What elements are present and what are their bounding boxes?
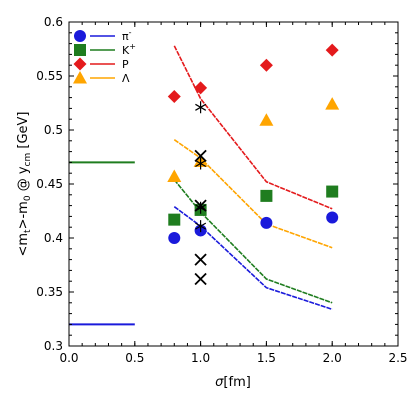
line-proton (173, 45, 333, 210)
model-lines (173, 45, 333, 311)
legend-marker-pi-minus (74, 30, 86, 42)
legend-marker-lambda (73, 71, 87, 84)
legend-marker-k-plus (74, 44, 86, 56)
line-pi-minus (173, 206, 333, 311)
x-tick-label: 2.5 (388, 351, 407, 365)
point-proton (167, 90, 181, 104)
point-k-plus (168, 213, 181, 226)
y-tick-label: 0.55 (36, 69, 63, 83)
x-axis-title: σ[fm] (215, 375, 251, 390)
point-proton (259, 58, 273, 72)
legend-marker-proton (73, 57, 87, 71)
y-axis-title: <mt>-m0 @ ycm [GeV] (16, 111, 33, 256)
legend-label-k-plus: K+ (122, 42, 136, 57)
x-tick-label: 0.5 (125, 351, 144, 365)
x-marker (194, 199, 207, 212)
point-pi-minus (326, 211, 339, 224)
y-tick-label: 0.3 (44, 339, 63, 353)
point-pi-minus (168, 232, 181, 244)
y-tick-label: 0.45 (36, 177, 63, 191)
x-marker (194, 253, 207, 266)
plot-frame (68, 21, 399, 347)
star-marker (195, 220, 207, 233)
y-tick-label: 0.5 (44, 123, 63, 137)
y-tick-label: 0.6 (44, 15, 63, 29)
legend-label-lambda: Λ (122, 72, 130, 85)
point-proton (325, 43, 339, 57)
point-lambda (325, 97, 340, 110)
x-tick-label: 1.0 (191, 351, 210, 365)
data-points (167, 43, 340, 244)
point-lambda (167, 169, 182, 182)
x-tick-label: 2.0 (323, 351, 342, 365)
legend-label-proton: P (122, 58, 129, 71)
star-marker (195, 101, 207, 114)
x-marker (194, 149, 207, 163)
point-k-plus (326, 185, 339, 198)
point-k-plus (260, 189, 273, 202)
x-tick-label: 1.5 (257, 351, 276, 365)
point-lambda (259, 113, 274, 126)
legend-label-pi-minus: π- (122, 28, 132, 43)
reference-lines (69, 161, 135, 326)
x-tick-label: 0.0 (59, 351, 78, 365)
line-k-plus (173, 179, 333, 304)
point-proton (194, 81, 208, 95)
point-pi-minus (260, 216, 273, 229)
y-tick-label: 0.4 (44, 231, 63, 245)
x-marker (194, 272, 207, 286)
axis-ticks (68, 21, 399, 347)
line-lambda (173, 139, 333, 249)
extra-markers (194, 101, 207, 286)
tick-labels: 0.0 0.5 1.0 1.5 2.0 2.5 0.3 0.35 0.4 0.45 0.5 0.55 0… (36, 15, 407, 365)
legend: π-K+PΛ (73, 28, 136, 85)
y-tick-label: 0.35 (36, 285, 63, 299)
star-marker (195, 157, 207, 170)
